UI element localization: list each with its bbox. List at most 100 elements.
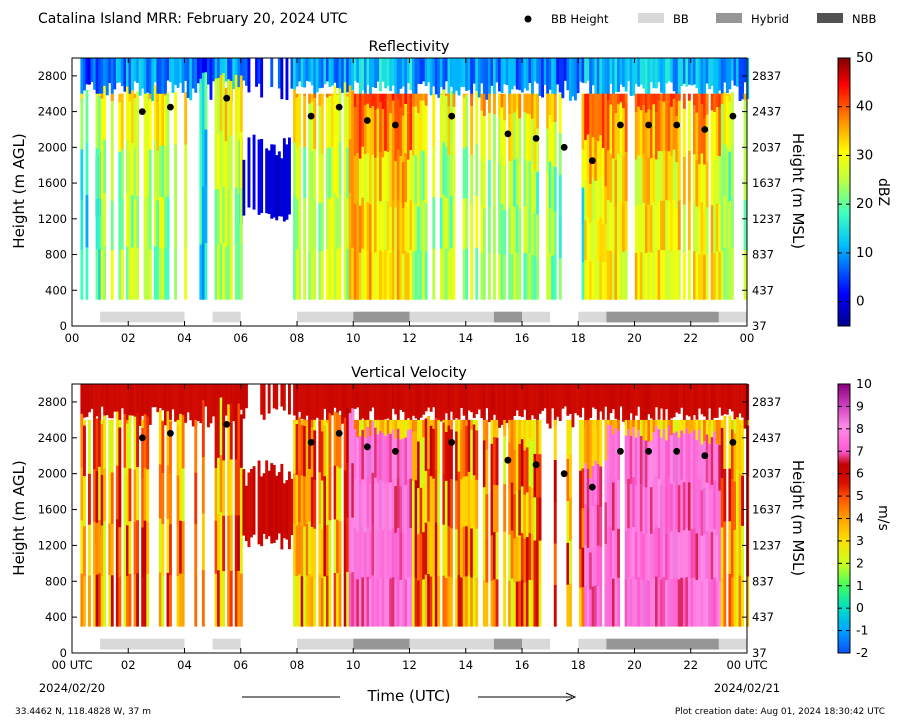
panel2-field-cell bbox=[201, 456, 205, 514]
panel2-field-cell bbox=[538, 497, 542, 541]
panel1-field-cell bbox=[432, 94, 436, 147]
panel2-field-cell bbox=[88, 422, 91, 474]
panel1-field-cell bbox=[143, 58, 147, 99]
panel2-field-cell bbox=[510, 482, 514, 531]
panel1-field-cell bbox=[695, 112, 699, 160]
panel2-field-cell bbox=[710, 437, 714, 485]
panel2-field-cell bbox=[105, 384, 109, 416]
panel2-field-cell bbox=[379, 430, 382, 480]
panel1-field-cell bbox=[133, 148, 137, 200]
panel1-field-cell bbox=[439, 93, 443, 96]
panel1-field-cell bbox=[465, 248, 469, 300]
panel1-field-cell bbox=[161, 58, 165, 94]
panel1-field-cell bbox=[700, 58, 704, 96]
panel1-field-cell bbox=[528, 252, 532, 300]
panel2-field-cell bbox=[731, 384, 734, 412]
panel2-field-cell bbox=[561, 384, 565, 409]
panel1-field-cell bbox=[447, 58, 451, 94]
panel1-field-cell bbox=[698, 58, 701, 101]
panel2-field-cell bbox=[103, 520, 107, 574]
panel2-field-cell bbox=[584, 463, 588, 505]
panel2-field-cell bbox=[404, 531, 408, 580]
panel1-field-cell bbox=[601, 261, 605, 300]
panel1-field-cell bbox=[596, 58, 600, 101]
panel2-field-cell bbox=[363, 419, 367, 438]
panel2-field-cell bbox=[525, 419, 529, 448]
panel1-field-cell bbox=[214, 133, 218, 190]
panel2-field-cell bbox=[371, 523, 375, 576]
panel2-field-cell bbox=[394, 532, 398, 580]
panel2-field-cell bbox=[652, 419, 656, 432]
panel2-field-cell bbox=[485, 582, 489, 627]
panel2-field-cell bbox=[462, 476, 466, 527]
panel2-field-cell bbox=[465, 419, 469, 426]
panel2-field-cell bbox=[242, 469, 246, 536]
panel2-field-cell bbox=[571, 384, 575, 428]
panel1-field-cell bbox=[320, 93, 324, 105]
panel1-field-cell bbox=[328, 248, 332, 300]
panel2-field-cell bbox=[685, 428, 689, 479]
panel2-field-cell bbox=[444, 480, 448, 530]
panel2-field-cell bbox=[118, 477, 122, 528]
panel2-field-cell bbox=[652, 480, 656, 530]
panel2-field-cell bbox=[665, 486, 669, 534]
panel1-field-cell bbox=[401, 58, 405, 87]
panel2-field-cell bbox=[201, 513, 205, 571]
panel1-field-cell bbox=[176, 58, 180, 88]
panel1-x-tick-label: 08 bbox=[290, 331, 305, 345]
panel1-field-cell bbox=[432, 93, 436, 95]
panel2-field-cell bbox=[267, 384, 271, 414]
panel2-field-cell bbox=[376, 419, 380, 435]
panel2-field-cell bbox=[604, 460, 608, 503]
panel1-field-cell bbox=[422, 58, 426, 82]
panel2-field-cell bbox=[394, 438, 398, 486]
panel2-field-cell bbox=[713, 384, 717, 418]
panel1-field-cell bbox=[184, 195, 188, 248]
panel2-field-cell bbox=[118, 526, 122, 577]
panel2-field-cell bbox=[143, 520, 147, 574]
panel2-field-cell bbox=[424, 418, 428, 471]
panel1-field-cell bbox=[374, 204, 377, 253]
panel1-field-cell bbox=[452, 106, 456, 156]
panel1-field-cell bbox=[594, 93, 598, 141]
panel1-x-tick-label: 04 bbox=[177, 331, 192, 345]
panel2-field-cell bbox=[417, 487, 420, 535]
panel1-field-cell bbox=[650, 93, 653, 111]
panel2-field-cell bbox=[351, 571, 355, 627]
panel2-field-cell bbox=[569, 496, 572, 541]
panel2-field-cell bbox=[594, 584, 598, 627]
panel2-field-cell bbox=[528, 384, 532, 429]
panel1-field-cell bbox=[553, 166, 557, 212]
panel1-field-cell bbox=[270, 58, 274, 87]
panel1-field-cell bbox=[475, 58, 479, 92]
panel1-field-cell bbox=[401, 115, 405, 163]
panel1-field-cell bbox=[366, 103, 370, 154]
panel2-field-cell bbox=[584, 384, 588, 428]
panel1-field-cell bbox=[525, 58, 529, 91]
panel1-field-cell bbox=[536, 128, 539, 172]
panel2-field-cell bbox=[525, 447, 529, 493]
panel1-field-cell bbox=[601, 93, 605, 148]
panel1-field-cell bbox=[639, 252, 643, 300]
panel2-field-cell bbox=[493, 484, 496, 533]
panel2-field-cell bbox=[267, 470, 271, 537]
panel2-field-cell bbox=[209, 384, 213, 424]
panel1-field-cell bbox=[563, 58, 567, 81]
panel1-field-cell bbox=[161, 145, 165, 198]
panel1-field-cell bbox=[293, 58, 296, 90]
panel2-field-cell bbox=[214, 467, 218, 521]
panel1-field-cell bbox=[407, 159, 410, 207]
panel1-field-cell bbox=[693, 105, 696, 155]
panel1-field-cell bbox=[604, 185, 608, 225]
panel2-field-cell bbox=[351, 462, 355, 518]
panel1-field-cell bbox=[525, 206, 529, 254]
panel2-field-cell bbox=[728, 468, 732, 522]
panel1-field-cell bbox=[525, 160, 529, 207]
panel2-field-cell bbox=[442, 575, 446, 627]
panel2-field-cell bbox=[361, 478, 365, 529]
panel1-field-cell bbox=[386, 93, 390, 103]
panel2-field-cell bbox=[455, 431, 458, 481]
panel1-field-cell bbox=[743, 100, 747, 151]
panel1-field-cell bbox=[320, 58, 324, 88]
